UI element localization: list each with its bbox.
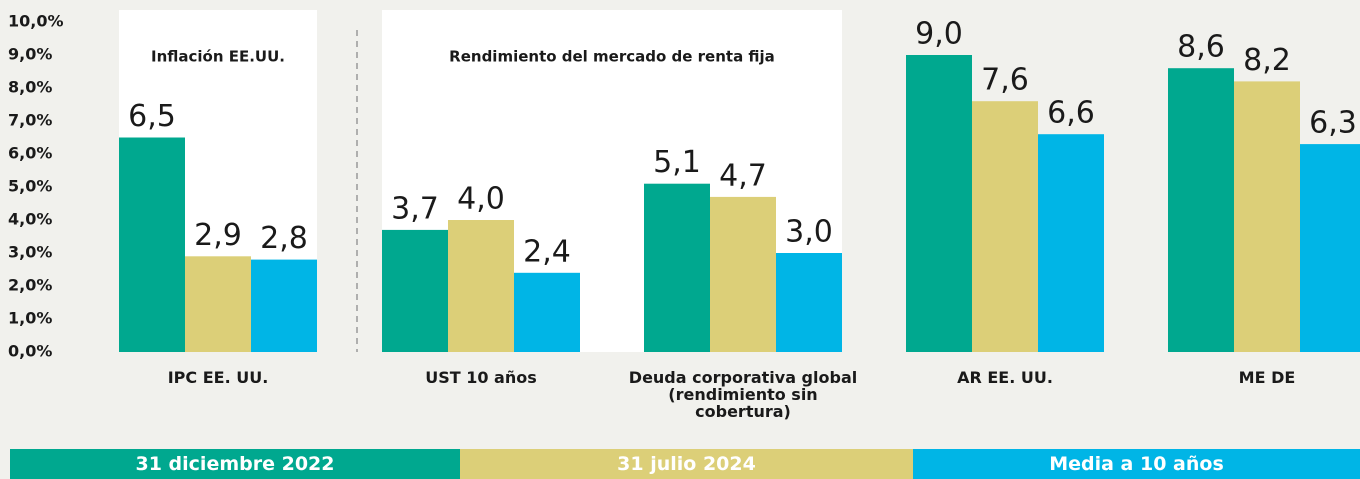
value-label: 2,8: [260, 221, 308, 256]
y-tick-label: 5,0%: [8, 177, 52, 196]
bar: [1168, 68, 1234, 352]
y-tick-label: 0,0%: [8, 342, 52, 361]
panel-title: Rendimiento del mercado de renta fija: [449, 48, 775, 66]
bar: [710, 196, 776, 352]
y-tick-label: 1,0%: [8, 309, 52, 328]
y-tick-label: 3,0%: [8, 243, 52, 262]
legend-item: Media a 10 años: [913, 449, 1360, 479]
value-label: 6,6: [1047, 96, 1095, 131]
value-label: 2,4: [523, 234, 571, 269]
bar: [644, 183, 710, 352]
y-tick-label: 2,0%: [8, 276, 52, 295]
value-label: 7,6: [981, 63, 1029, 98]
y-tick-label: 4,0%: [8, 210, 52, 229]
bar: [251, 259, 317, 352]
bar: [119, 137, 185, 352]
value-label: 6,5: [128, 99, 176, 134]
bar: [776, 253, 842, 352]
bar: [514, 272, 580, 352]
y-tick-label: 8,0%: [8, 78, 52, 97]
value-label: 9,0: [915, 17, 963, 52]
value-label: 4,0: [457, 182, 505, 217]
y-tick-label: 9,0%: [8, 45, 52, 64]
x-tick-label: IPC EE. UU.: [167, 368, 269, 387]
value-label: 8,6: [1177, 30, 1225, 65]
bar: [1038, 134, 1104, 352]
legend-item: 31 diciembre 2022: [10, 449, 460, 479]
bar: [382, 229, 448, 352]
value-label: 3,0: [785, 215, 833, 250]
value-label: 4,7: [719, 158, 767, 193]
value-label: 5,1: [653, 145, 701, 180]
value-label: 8,2: [1243, 43, 1291, 78]
value-label: 6,3: [1309, 106, 1357, 141]
bar: [185, 256, 251, 352]
x-tick-label: UST 10 años: [425, 368, 537, 387]
value-label: 2,9: [194, 218, 242, 253]
y-tick-label: 7,0%: [8, 111, 52, 130]
y-tick-label: 6,0%: [8, 144, 52, 163]
bar: [448, 220, 514, 352]
bar: [1234, 81, 1300, 353]
bar: [906, 55, 972, 352]
y-tick-label: 10,0%: [8, 12, 64, 31]
bar: [1300, 144, 1360, 352]
x-tick-label: Deuda corporativa global (rendimiento si…: [628, 368, 858, 421]
bar: [972, 101, 1038, 352]
legend-item: 31 julio 2024: [460, 449, 913, 479]
x-tick-label: ME DE: [1238, 368, 1296, 387]
x-tick-label: AR EE. UU.: [957, 368, 1053, 387]
panel-title: Inflación EE.UU.: [151, 48, 285, 66]
value-label: 3,7: [391, 191, 439, 226]
